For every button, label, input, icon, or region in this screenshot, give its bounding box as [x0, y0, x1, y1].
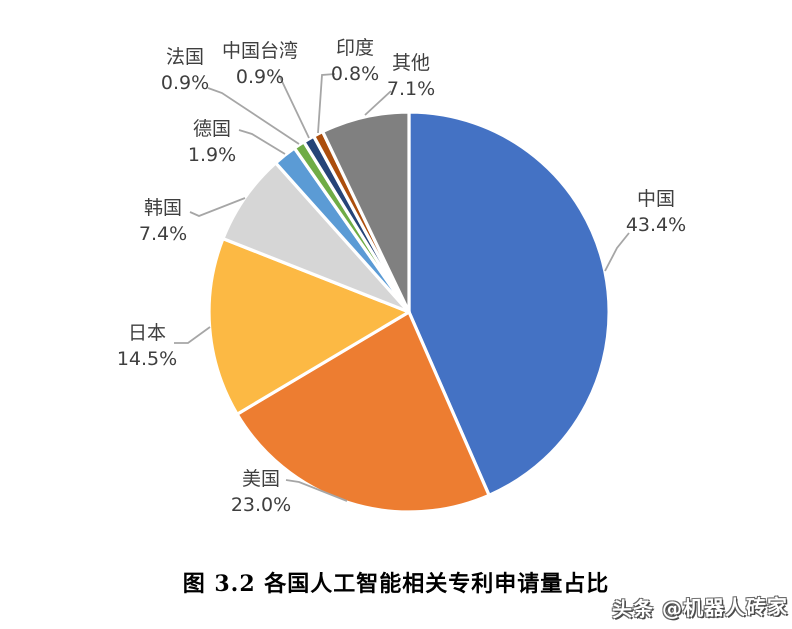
leader-line-india — [317, 73, 336, 134]
leader-line-japan — [174, 326, 211, 344]
leader-line-korea — [189, 197, 246, 217]
leader-line-others — [364, 90, 392, 116]
pie-slice-others — [321, 110, 411, 314]
leader-line-taiwan — [278, 74, 310, 139]
pie-slice-usa — [235, 310, 491, 514]
leader-line-china — [604, 232, 630, 272]
leader-line-usa — [285, 479, 348, 502]
leader-line-france — [207, 87, 300, 145]
pie-slice-china — [407, 110, 611, 497]
chart-caption: 图 3.2 各国人工智能相关专利申请量占比 — [182, 571, 610, 597]
leader-line-germany — [238, 129, 286, 155]
watermark: 头条 @机器人砖家 — [611, 594, 789, 622]
